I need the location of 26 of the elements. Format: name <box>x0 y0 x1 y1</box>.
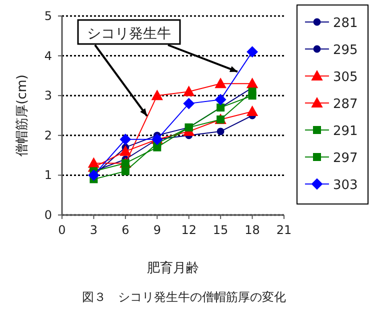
annotation: シコリ発生牛 <box>87 26 171 42</box>
legend-label: 281 <box>333 16 358 31</box>
legend-label: 291 <box>333 124 358 139</box>
x-tick-label: 6 <box>122 223 130 237</box>
x-tick-label: 15 <box>212 223 228 237</box>
x-tick-label: 3 <box>90 223 98 237</box>
y-tick-label: 0 <box>44 208 52 222</box>
y-tick-label: 2 <box>44 128 52 142</box>
legend-label: 287 <box>333 97 358 112</box>
x-tick-label: 21 <box>276 223 292 237</box>
y-axis-title: 僧帽筋厚(cm) <box>15 74 30 156</box>
x-axis-title: 肥育月齢 <box>147 260 199 276</box>
legend-label: 297 <box>333 151 358 166</box>
x-tick-label: 12 <box>181 223 196 237</box>
text: 図３ シコリ発生牛の僧帽筋厚の変化 <box>82 290 286 304</box>
x-tick-label: 18 <box>244 223 260 237</box>
annotation: シコリ発生牛 <box>77 19 238 117</box>
y-tick-label: 3 <box>44 88 52 103</box>
legend-label: 295 <box>333 43 358 58</box>
y-tick-label: 5 <box>44 9 52 23</box>
y-tick-label: 1 <box>44 168 52 182</box>
y-tick-label: 4 <box>44 48 52 63</box>
x-tick-label: 0 <box>58 223 66 237</box>
legend-label: 303 <box>333 178 358 193</box>
legend-label: 305 <box>333 70 358 85</box>
x-tick-label: 9 <box>153 223 161 237</box>
